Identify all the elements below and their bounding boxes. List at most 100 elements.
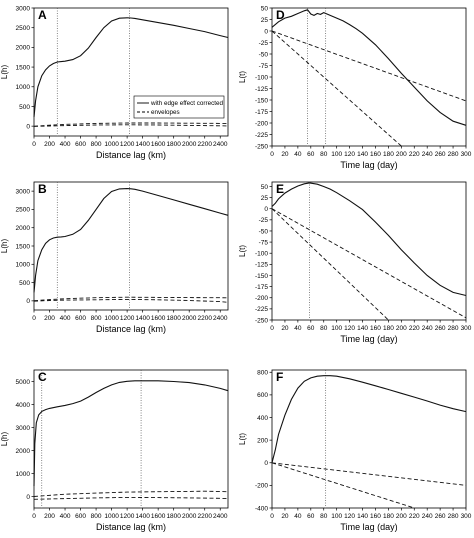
y-tick-label: 0	[264, 28, 268, 35]
x-tick-label: 1000	[104, 315, 119, 322]
y-tick-label: -175	[255, 109, 268, 116]
x-tick-label: 600	[75, 513, 86, 520]
x-tick-label: 400	[60, 141, 71, 148]
y-tick-label: 3000	[16, 5, 31, 12]
x-tick-label: 240	[422, 151, 433, 158]
y-tick-label: 500	[19, 104, 30, 111]
x-tick-label: 20	[281, 513, 289, 520]
chart-panel-f: 0 20 40 60 80 100 120 140 160 180 200 220 240 260 280 3…	[238, 370, 472, 532]
y-tick-label: -150	[255, 97, 268, 104]
x-tick-label: 2400	[213, 513, 228, 520]
x-tick-label: 200	[44, 513, 55, 520]
x-tick-label: 200	[396, 513, 407, 520]
x-tick-label: 220	[409, 513, 420, 520]
y-tick-label: 0	[26, 298, 30, 305]
x-tick-label: 60	[307, 151, 315, 158]
x-tick-label: 2000	[182, 513, 197, 520]
y-axis-label: L(t)	[238, 71, 247, 83]
y-tick-label: -100	[255, 251, 268, 258]
chart-panel-a: 0 200 400 600 800 1000 1200 1400 1600 1800 2000 220…	[0, 5, 229, 160]
chart-panel-b: 0 200 400 600 800 1000 1200 1400 1600 1800 2000 220…	[0, 181, 229, 334]
plot-frame	[33, 181, 229, 311]
y-tick-label: -400	[255, 505, 268, 512]
x-axis-label: Time lag (day)	[340, 160, 397, 170]
y-tick-label: 800	[257, 370, 268, 377]
x-tick-label: 40	[294, 325, 302, 332]
panel-letter: F	[276, 370, 283, 384]
x-tick-label: 1600	[151, 141, 166, 148]
x-tick-label: 240	[422, 325, 433, 332]
y-tick-label: 1000	[16, 262, 31, 269]
x-tick-label: 2200	[197, 315, 212, 322]
x-tick-label: 200	[396, 151, 407, 158]
series-line-upper-envelope	[271, 462, 467, 486]
x-tick-label: 80	[320, 151, 328, 158]
x-tick-label: 1000	[104, 513, 119, 520]
y-tick-label: 0	[26, 494, 30, 501]
x-tick-label: 600	[75, 141, 86, 148]
x-tick-label: 180	[383, 151, 394, 158]
y-tick-label: -25	[259, 217, 269, 224]
x-tick-label: 120	[344, 325, 355, 332]
y-tick-label: -200	[255, 295, 268, 302]
x-tick-label: 200	[44, 141, 55, 148]
plot-frame	[33, 369, 229, 509]
y-tick-label: -50	[259, 51, 269, 58]
x-tick-label: 0	[270, 151, 274, 158]
series-line-upper-envelope	[33, 296, 229, 302]
chart-panel-e: 0 20 40 60 80 100 120 140 160 180 200 220 240 260 280 3…	[238, 181, 472, 344]
y-tick-label: 50	[261, 5, 269, 12]
x-tick-label: 60	[307, 325, 315, 332]
panel-letter: C	[38, 370, 47, 384]
y-tick-label: -250	[255, 317, 268, 324]
y-tick-label: -225	[255, 132, 268, 139]
series-line-upper-envelope	[33, 490, 229, 497]
y-tick-label: 50	[261, 184, 269, 191]
x-axis-label: Distance lag (km)	[96, 150, 166, 160]
legend: with edge effect corrected envelopes	[133, 95, 225, 119]
x-tick-label: 2200	[197, 513, 212, 520]
legend-label: envelopes	[151, 109, 180, 116]
x-tick-label: 140	[357, 151, 368, 158]
x-tick-label: 220	[409, 325, 420, 332]
series-line-l-t-	[271, 375, 467, 463]
y-tick-label: 1500	[16, 243, 31, 250]
x-tick-label: 1800	[166, 513, 181, 520]
x-tick-label: 200	[44, 315, 55, 322]
x-tick-label: 140	[357, 325, 368, 332]
y-tick-label: -200	[255, 120, 268, 127]
x-tick-label: 80	[320, 513, 328, 520]
x-tick-label: 600	[75, 315, 86, 322]
x-tick-label: 180	[383, 513, 394, 520]
x-tick-label: 80	[320, 325, 328, 332]
y-tick-label: 5000	[16, 379, 31, 386]
x-tick-label: 280	[448, 325, 459, 332]
y-tick-label: 3000	[16, 425, 31, 432]
x-axis-label: Time lag (day)	[340, 522, 397, 532]
chart-panel-c: 0 200 400 600 800 1000 1200 1400 1600 1800 2000 220…	[0, 369, 229, 532]
x-tick-label: 60	[307, 513, 315, 520]
x-axis-label: Time lag (day)	[340, 334, 397, 344]
x-tick-label: 240	[422, 513, 433, 520]
y-axis-label: L(h)	[0, 65, 9, 80]
x-tick-label: 160	[370, 513, 381, 520]
panel-letter: B	[38, 182, 47, 196]
y-tick-label: -75	[259, 239, 269, 246]
y-tick-label: 500	[19, 280, 30, 287]
x-tick-label: 2400	[213, 141, 228, 148]
x-tick-label: 200	[396, 325, 407, 332]
series-line-lower-envelope	[271, 462, 415, 509]
x-tick-label: 180	[383, 325, 394, 332]
x-tick-label: 280	[448, 513, 459, 520]
x-tick-label: 1800	[166, 141, 181, 148]
y-tick-label: -50	[259, 228, 269, 235]
x-tick-label: 0	[32, 315, 36, 322]
series-line-lower-envelope	[271, 30, 402, 147]
y-tick-label: 400	[257, 415, 268, 422]
x-tick-label: 140	[357, 513, 368, 520]
y-tick-label: 2500	[16, 25, 31, 32]
y-tick-label: -225	[255, 306, 268, 313]
x-tick-label: 100	[331, 325, 342, 332]
x-tick-label: 280	[448, 151, 459, 158]
y-tick-label: 1000	[16, 84, 31, 91]
